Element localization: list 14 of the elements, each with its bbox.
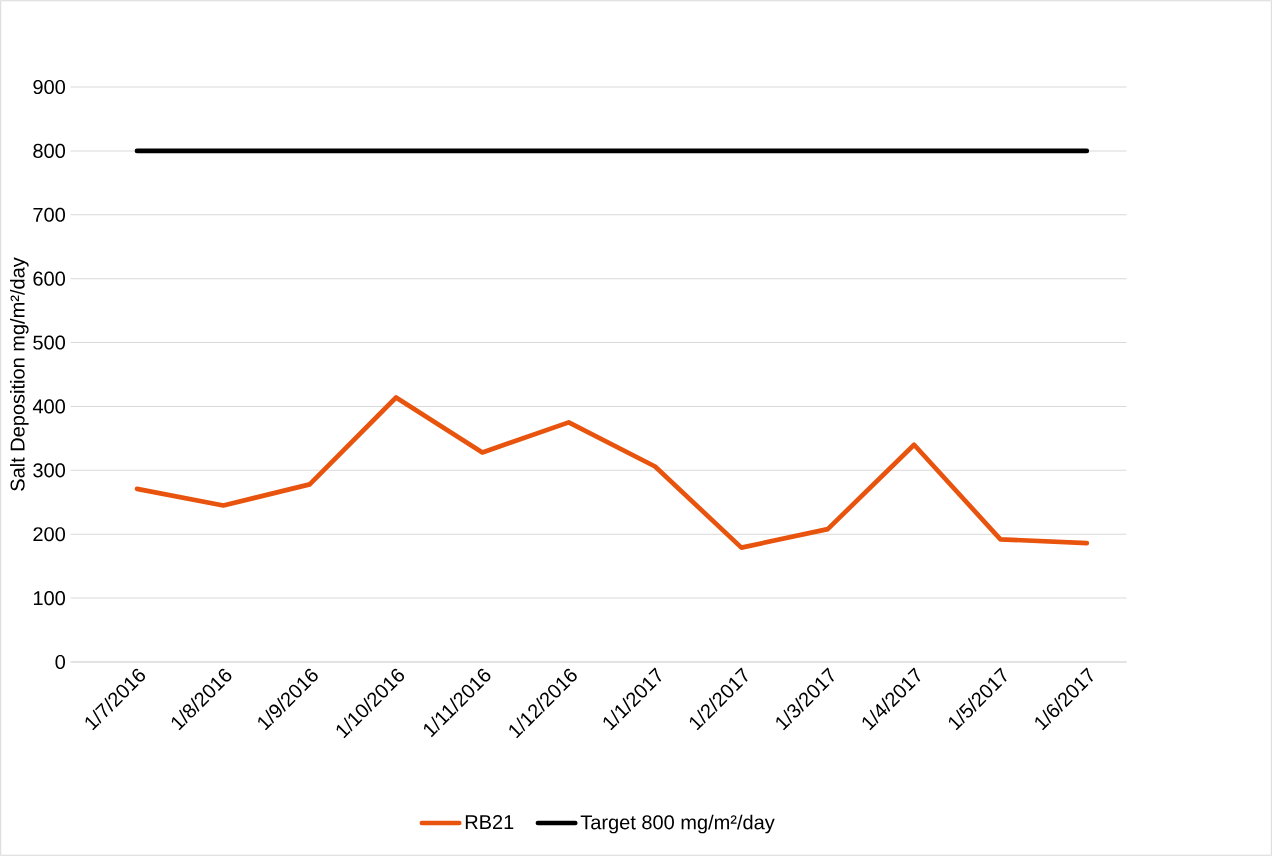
legend-label: Target 800 mg/m²/day (580, 814, 775, 834)
y-tick-label: 0 (55, 654, 66, 670)
y-tick-label: 300 (33, 463, 66, 478)
y-tick-label: 200 (33, 527, 66, 542)
legend-label: RB21 (465, 815, 514, 829)
y-tick-label: 100 (33, 591, 66, 606)
y-tick-label: 500 (33, 335, 66, 350)
y-tick-label: 700 (33, 207, 66, 222)
y-tick-label: 800 (33, 143, 66, 158)
y-tick-label: 900 (33, 79, 66, 95)
y-tick-label: 400 (32, 399, 66, 414)
y-tick-label: 600 (33, 271, 66, 286)
y-axis-title: Salt Deposition mg/m²/day (9, 257, 29, 491)
line-series (134, 395, 1090, 550)
